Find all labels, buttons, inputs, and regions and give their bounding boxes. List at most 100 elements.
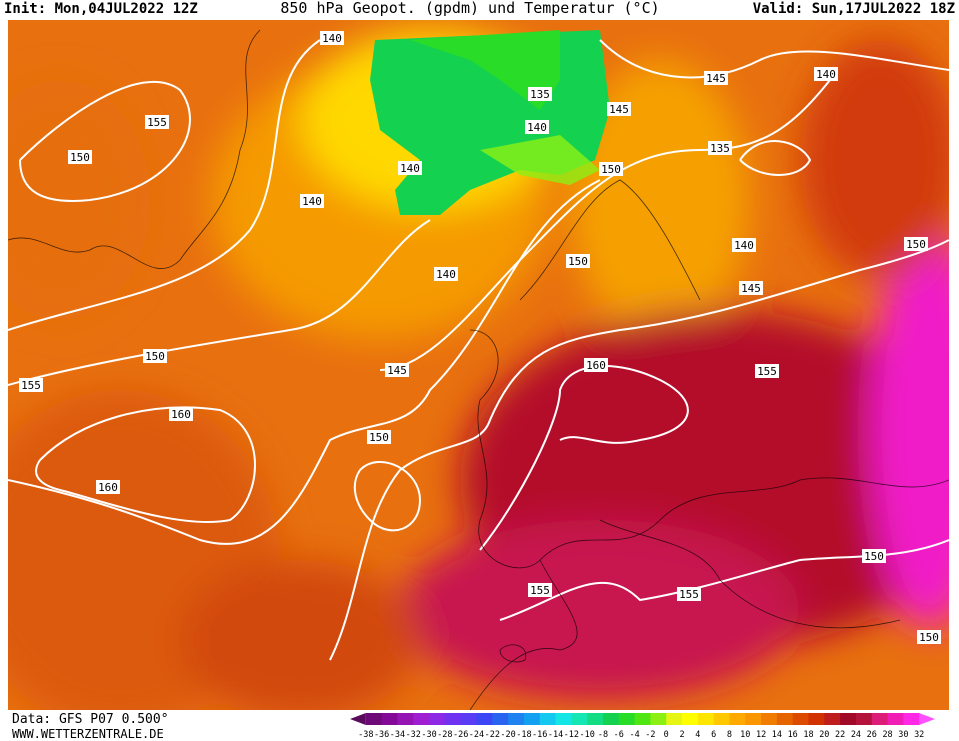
legend-tick-label: 16 [788, 730, 798, 740]
contour-label-box [566, 254, 590, 268]
legend-tick-label: -16 [532, 730, 547, 740]
contour-label-box [677, 587, 701, 601]
legend-tick-label: -14 [548, 730, 563, 740]
contour-label: 155 [21, 379, 41, 392]
contour-label-box [862, 549, 886, 563]
legend-cell [824, 713, 841, 725]
contour-label: 160 [98, 481, 118, 494]
legend-tick-label: 4 [695, 730, 700, 740]
legend-tick-label: 10 [740, 730, 750, 740]
contour-label-box [528, 583, 552, 597]
contour-label-box [584, 358, 608, 372]
site-credit: WWW.WETTERZENTRALE.DE [12, 727, 164, 741]
data-source: Data: GFS P07 0.500° [12, 712, 169, 727]
contour-label-box [917, 630, 941, 644]
legend-cell [508, 713, 525, 725]
legend-tick-label: 2 [679, 730, 684, 740]
map-title: 850 hPa Geopot. (gpdm) und Temperatur (°… [280, 0, 659, 17]
contour-label-box [739, 281, 763, 295]
contour-label: 150 [919, 631, 939, 644]
legend-tick-label: -4 [629, 730, 639, 740]
contour-label-box [385, 363, 409, 377]
contour-label: 140 [400, 162, 420, 175]
legend-cell [745, 713, 762, 725]
contour-label-box [143, 349, 167, 363]
color-legend: -38 -36 -34 -32 -30 -28 -26 -24 -22 -20 -18 -16 -14-… [350, 713, 935, 740]
legend-tick-label: 6 [711, 730, 716, 740]
legend-tick-label: -22 [485, 730, 500, 740]
legend-cell [713, 713, 730, 725]
legend-tick-label: 30 [898, 730, 908, 740]
contour-label: 155 [147, 116, 167, 129]
legend-tick-label: 0 [664, 730, 669, 740]
legend-tick-label: -28 [437, 730, 452, 740]
contour-label-box [528, 87, 552, 101]
contour-label: 140 [816, 68, 836, 81]
legend-cell [840, 713, 857, 725]
contour-label-box [96, 480, 120, 494]
contour-label-box [708, 141, 732, 155]
legend-cell [381, 713, 398, 725]
legend-tick-label: 26 [867, 730, 877, 740]
legend-cell [650, 713, 667, 725]
contour-label-box [704, 71, 728, 85]
legend-tick-label: -26 [453, 730, 468, 740]
legend-tick-label: -20 [500, 730, 515, 740]
legend-tick-label: -12 [564, 730, 579, 740]
legend-tick-label: -18 [516, 730, 531, 740]
contour-label: 150 [568, 255, 588, 268]
legend-cell [523, 713, 541, 725]
legend-cell [413, 713, 430, 725]
legend-cell [682, 713, 699, 725]
contour-label: 140 [734, 239, 754, 252]
contour-label: 155 [530, 584, 550, 597]
legend-tick-label: -34 [390, 730, 405, 740]
legend-tick-label: -32 [406, 730, 421, 740]
contour-label-box [434, 267, 458, 281]
contour-label: 150 [906, 238, 926, 251]
contour-label: 145 [387, 364, 407, 377]
legend-cell [444, 713, 462, 725]
legend-cell [365, 713, 383, 725]
contour-label-box [755, 364, 779, 378]
legend-cell [460, 713, 477, 725]
contour-label: 140 [302, 195, 322, 208]
contour-label: 155 [757, 365, 777, 378]
geopotential-labels: 140 155 150 135 140 145 145 140 135 150 140 140 140 1… [19, 31, 941, 644]
legend-cell [855, 713, 873, 725]
legend-tick-label: 22 [835, 730, 845, 740]
legend-tick-label: 8 [727, 730, 732, 740]
legend-cell [492, 713, 509, 725]
legend-tick-label: 18 [803, 730, 813, 740]
contour-label-box [814, 67, 838, 81]
legend-cell [397, 713, 414, 725]
legend-cell [634, 713, 651, 725]
contour-label: 150 [70, 151, 90, 164]
contour-label: 150 [369, 431, 389, 444]
legend-cell [776, 713, 794, 725]
legend-cell [808, 713, 825, 725]
contour-label: 145 [741, 282, 761, 295]
contour-label: 150 [601, 163, 621, 176]
legend-tick-label: 12 [756, 730, 766, 740]
contour-label: 135 [710, 142, 730, 155]
contour-label: 140 [527, 121, 547, 134]
contour-label: 145 [609, 103, 629, 116]
legend-tick-label: 24 [851, 730, 861, 740]
temperature-field [8, 20, 949, 710]
legend-cell [697, 713, 715, 725]
contour-label-box [300, 194, 324, 208]
contour-label: 160 [586, 359, 606, 372]
legend-cell [429, 713, 446, 725]
contour-label: 160 [171, 408, 191, 421]
contour-label-box [904, 237, 928, 251]
legend-tick-label: -24 [469, 730, 484, 740]
contour-label: 150 [864, 550, 884, 563]
legend-cell [792, 713, 810, 725]
legend-cell [571, 713, 588, 725]
legend-tick-label: -38 [358, 730, 373, 740]
legend-tick-label: 28 [882, 730, 892, 740]
legend-cell [887, 713, 904, 725]
contour-label-box [367, 430, 391, 444]
